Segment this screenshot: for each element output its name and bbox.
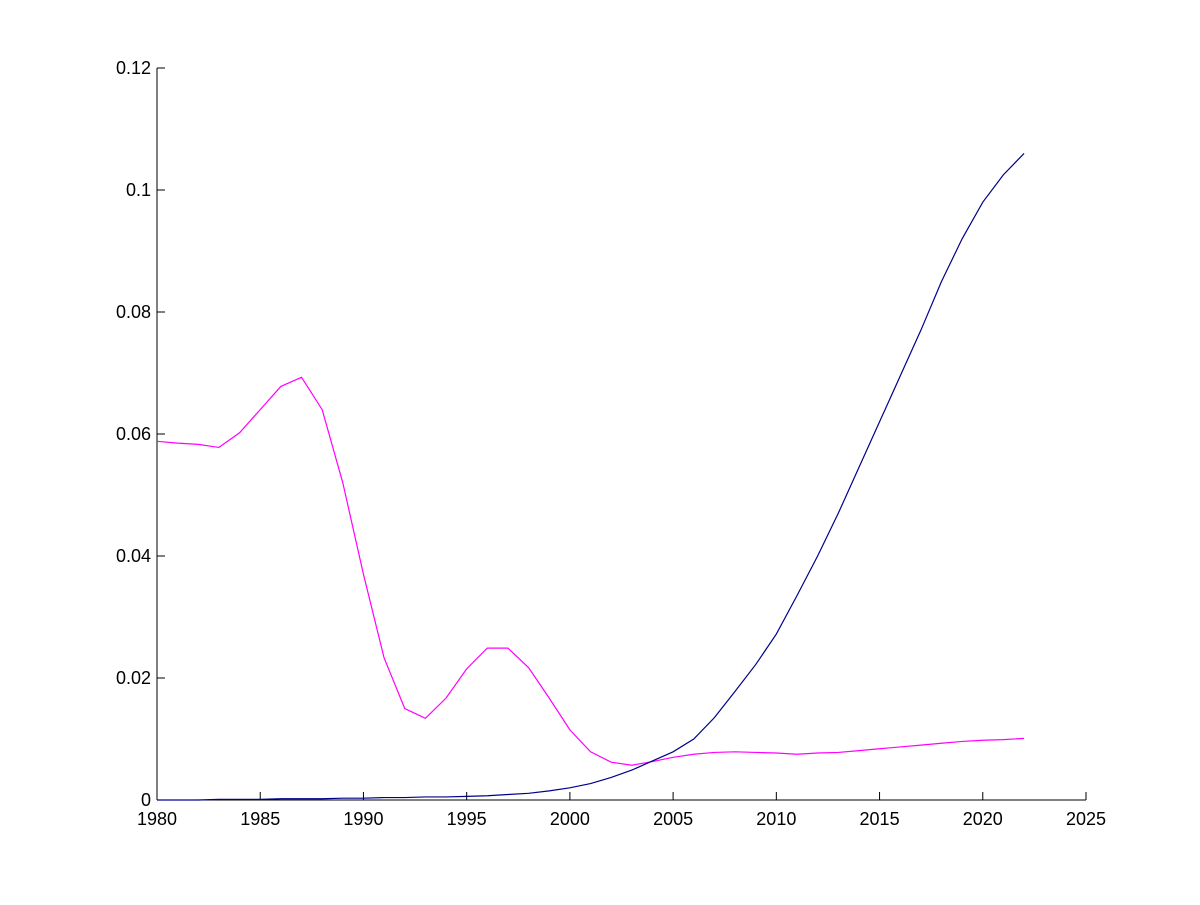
x-tick-label: 1985 [240, 809, 280, 829]
x-tick-label: 1990 [343, 809, 383, 829]
y-tick-label: 0.06 [116, 424, 151, 444]
x-tick-label: 1980 [137, 809, 177, 829]
y-tick-label: 0.02 [116, 668, 151, 688]
x-tick-label: 2015 [860, 809, 900, 829]
y-tick-label: 0.08 [116, 302, 151, 322]
x-tick-label: 2010 [756, 809, 796, 829]
x-tick-label: 2000 [550, 809, 590, 829]
series-line [156, 376, 1025, 766]
x-tick-label: 1995 [447, 809, 487, 829]
y-tick-label: 0.04 [116, 546, 151, 566]
y-tick-label: 0 [141, 790, 151, 810]
y-tick-label: 0.12 [116, 58, 151, 78]
x-tick-label: 2020 [963, 809, 1003, 829]
y-tick-label: 0.1 [126, 180, 151, 200]
series-line [157, 152, 1025, 801]
x-tick-label: 2005 [653, 809, 693, 829]
x-tick-label: 2025 [1066, 809, 1106, 829]
